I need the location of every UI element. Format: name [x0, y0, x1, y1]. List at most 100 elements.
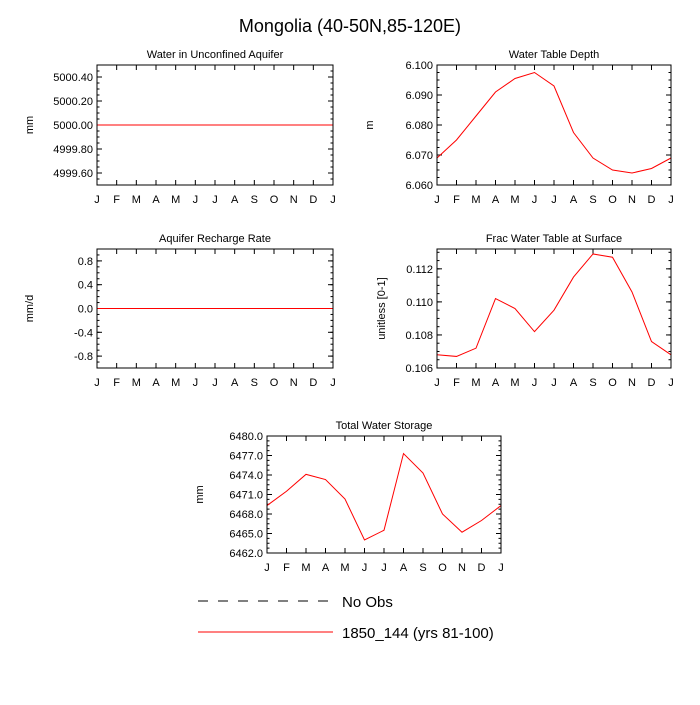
x-tick-label: J	[193, 194, 199, 206]
panel-2: Aquifer Recharge Rate -0.8 -0.4 0.0 0.4 0.8 J F…	[24, 233, 336, 389]
x-tick-label: J	[330, 194, 336, 206]
x-tick-label: M	[171, 194, 180, 206]
y-tick-label: 6465.0	[229, 529, 263, 541]
y-tick-label: 0.8	[78, 256, 93, 268]
x-tick-label: M	[471, 194, 480, 206]
panel-3: Frac Water Table at Surface 0.106 0.108 0.1…	[376, 233, 674, 389]
x-tick-label: M	[132, 377, 141, 389]
panel-title: Water Table Depth	[509, 49, 600, 61]
x-tick-label: J	[212, 194, 218, 206]
x-tick-label: F	[453, 377, 460, 389]
x-tick-label: J	[498, 562, 504, 574]
x-tick-label: N	[628, 194, 636, 206]
series-line	[436, 253, 672, 357]
x-tick-label: A	[492, 377, 500, 389]
x-tick-label: D	[309, 377, 317, 389]
x-tick-label: M	[510, 377, 519, 389]
y-tick-label: -0.4	[74, 327, 93, 339]
x-tick-label: A	[492, 194, 500, 206]
panel-title: Frac Water Table at Surface	[486, 233, 622, 245]
panel-title: Aquifer Recharge Rate	[159, 233, 271, 245]
x-tick-label: O	[270, 377, 279, 389]
x-tick-label: D	[648, 194, 656, 206]
x-tick-label: O	[608, 377, 617, 389]
y-axis-label: unitless [0-1]	[376, 277, 388, 339]
y-tick-label: 6471.0	[229, 490, 263, 502]
x-tick-label: N	[290, 377, 298, 389]
y-tick-label: 6477.0	[229, 451, 263, 463]
x-tick-label: M	[132, 194, 141, 206]
y-tick-label: 5000.00	[53, 120, 93, 132]
x-tick-label: J	[532, 194, 538, 206]
x-tick-label: F	[113, 194, 120, 206]
x-tick-label: S	[251, 377, 258, 389]
series-line	[266, 452, 502, 541]
x-tick-label: J	[193, 377, 199, 389]
legend-label-no-obs: No Obs	[342, 594, 393, 611]
plot-frame	[96, 64, 334, 186]
figure-title: Mongolia (40-50N,85-120E)	[239, 16, 461, 36]
x-tick-label: M	[510, 194, 519, 206]
y-tick-label: 0.106	[405, 363, 433, 375]
plot-frame	[96, 248, 334, 369]
x-tick-label: J	[381, 562, 387, 574]
x-tick-label: J	[362, 562, 368, 574]
y-tick-label: 6.100	[405, 60, 433, 72]
plot-frame	[436, 64, 672, 186]
y-tick-label: 0.108	[405, 330, 433, 342]
x-tick-label: S	[251, 194, 258, 206]
x-tick-label: A	[322, 562, 330, 574]
x-tick-label: J	[94, 377, 100, 389]
y-tick-label: 0.4	[78, 280, 93, 292]
y-tick-label: 6462.0	[229, 548, 263, 560]
x-tick-label: N	[458, 562, 466, 574]
y-axis-label: mm	[24, 116, 36, 134]
y-tick-label: 5000.20	[53, 96, 93, 108]
x-tick-label: J	[532, 377, 538, 389]
x-tick-label: J	[434, 377, 440, 389]
x-tick-label: N	[290, 194, 298, 206]
x-tick-label: A	[152, 194, 160, 206]
panel-0: Water in Unconfined Aquifer 4999.60 4999.8…	[24, 49, 336, 206]
x-tick-label: O	[438, 562, 447, 574]
panels: Water in Unconfined Aquifer 4999.60 4999.8…	[24, 49, 674, 574]
x-tick-label: J	[551, 194, 557, 206]
x-tick-label: J	[94, 194, 100, 206]
x-tick-label: O	[270, 194, 279, 206]
x-tick-label: M	[171, 377, 180, 389]
x-tick-label: A	[152, 377, 160, 389]
legend: No Obs 1850_144 (yrs 81-100)	[198, 594, 494, 642]
x-tick-label: F	[283, 562, 290, 574]
x-tick-label: A	[400, 562, 408, 574]
x-tick-label: M	[340, 562, 349, 574]
x-tick-label: O	[608, 194, 617, 206]
panel-1: Water Table Depth 6.060 6.070 6.080 6.090 6.1…	[364, 49, 674, 206]
x-tick-label: N	[628, 377, 636, 389]
y-tick-label: -0.8	[74, 351, 93, 363]
x-tick-label: M	[471, 377, 480, 389]
panel-4: Total Water Storage 6462.0 6465.0 6468.0 647…	[194, 420, 504, 574]
x-tick-label: J	[330, 377, 336, 389]
y-tick-label: 6480.0	[229, 431, 263, 443]
x-tick-label: M	[301, 562, 310, 574]
x-tick-label: J	[668, 377, 674, 389]
y-tick-label: 6.090	[405, 90, 433, 102]
y-tick-label: 6468.0	[229, 509, 263, 521]
series-line	[436, 71, 672, 174]
y-tick-label: 5000.40	[53, 72, 93, 84]
y-tick-label: 6.080	[405, 120, 433, 132]
plot-frame	[436, 248, 672, 369]
x-tick-label: J	[434, 194, 440, 206]
x-tick-label: S	[419, 562, 426, 574]
y-tick-label: 4999.80	[53, 144, 93, 156]
y-tick-label: 4999.60	[53, 168, 93, 180]
y-tick-label: 6474.0	[229, 470, 263, 482]
y-tick-label: 0.110	[406, 297, 433, 309]
y-axis-label: mm	[194, 485, 206, 503]
plot-frame	[266, 435, 502, 554]
x-tick-label: J	[551, 377, 557, 389]
y-axis-label: mm/d	[24, 295, 36, 323]
panel-title: Water in Unconfined Aquifer	[147, 49, 284, 61]
x-tick-label: F	[453, 194, 460, 206]
y-axis-label: m	[364, 120, 376, 129]
